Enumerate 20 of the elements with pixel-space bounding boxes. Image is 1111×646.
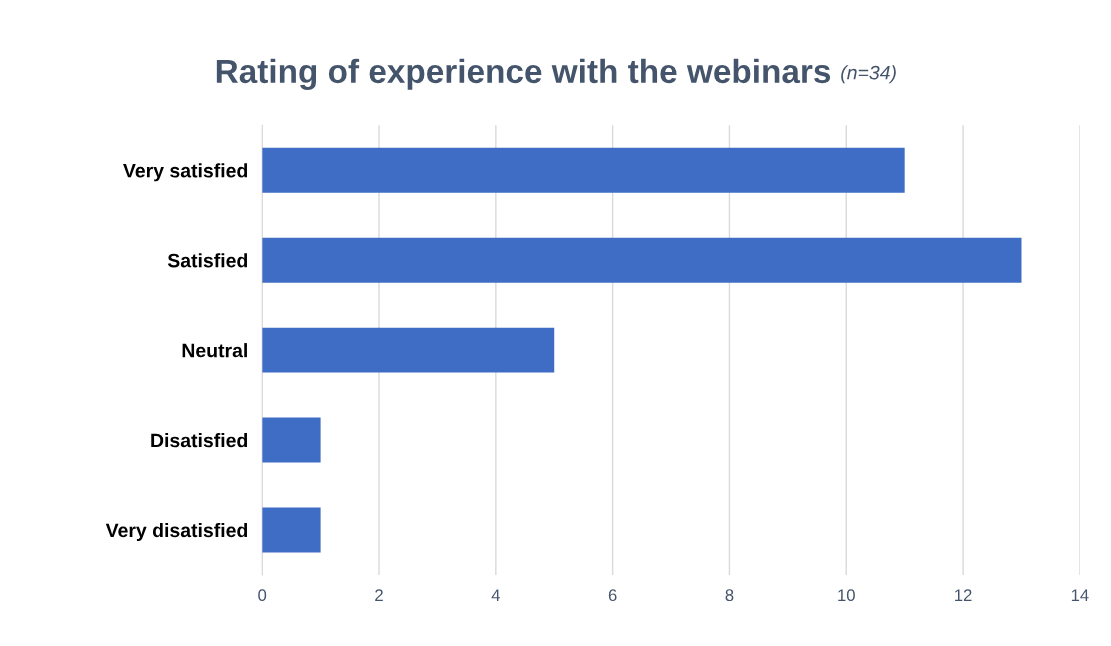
x-tick-label: 4 (491, 589, 500, 601)
y-tick-label: Disatisfied (151, 433, 248, 448)
x-tick-label: 12 (955, 589, 972, 601)
y-tick-label: Very disatisfied (105, 522, 248, 542)
x-tick-label: 14 (1071, 589, 1089, 601)
y-tick-label: Satisfied (167, 253, 248, 268)
x-tick-label: 6 (608, 589, 617, 602)
bar (262, 237, 1022, 283)
chart-title: Rating of experience with the webinars (216, 58, 831, 90)
x-tick-label: 8 (725, 589, 734, 602)
chart-subtitle: (n=34) (841, 65, 896, 84)
x-tick-label: 2 (375, 589, 383, 601)
bar (262, 327, 555, 373)
bar (262, 417, 321, 463)
x-tick-label: 0 (258, 589, 267, 602)
x-tick-label: 10 (838, 589, 855, 602)
bar (262, 147, 905, 193)
bar (262, 507, 321, 553)
y-tick-label: Very satisfied (123, 163, 248, 182)
y-tick-label: Neutral (182, 343, 247, 358)
